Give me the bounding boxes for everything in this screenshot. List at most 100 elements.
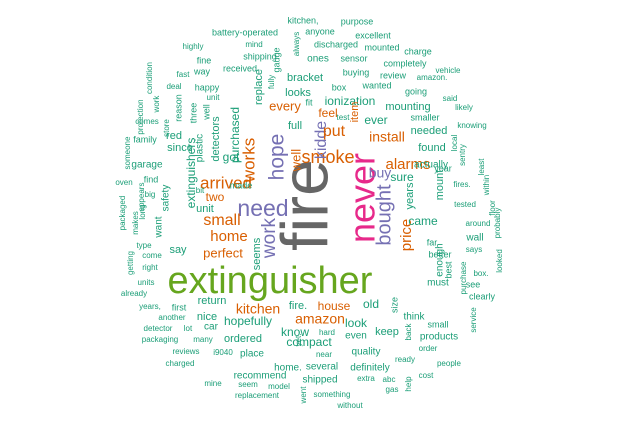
cloud-word: condition [145,62,154,94]
cloud-word: happy [195,82,220,92]
cloud-word: local [450,135,459,152]
cloud-word: detectors [210,116,222,162]
cloud-word: bit [196,186,205,195]
cloud-word: even [345,331,367,342]
cloud-word: work [259,217,280,259]
cloud-word: found [418,142,446,154]
cloud-word: mine [204,379,222,388]
cloud-word: fire. [289,300,307,312]
cloud-word: home [210,228,248,245]
cloud-word: floor [488,200,497,216]
cloud-word: service [469,307,478,333]
cloud-word: unit [196,203,214,215]
cloud-word: oven [115,178,132,187]
cloud-word: fires. [453,180,470,189]
cloud-word: protection [136,99,145,134]
cloud-word: every [269,98,301,113]
cloud-word: abc [383,375,396,384]
cloud-word: got [223,150,240,164]
cloud-word: discharged [314,39,358,49]
cloud-word: smaller [410,112,439,122]
cloud-word: ever [364,113,387,127]
cloud-word: sure [390,170,414,184]
cloud-word: perfect [203,245,243,260]
cloud-word: fit [305,97,313,107]
cloud-word: help [404,376,413,392]
cloud-word: said [443,94,458,103]
cloud-word: least [477,158,486,176]
cloud-word: know [281,325,309,339]
cloud-word: packaged [118,196,127,231]
cloud-word: comes [135,117,159,126]
cloud-word: recommend [234,371,287,382]
cloud-word: year [434,163,452,173]
cloud-word: likely [455,103,473,112]
cloud-word: sentry [458,144,467,166]
cloud-word: install [369,129,405,145]
cloud-word: replacement [235,391,280,400]
cloud-word: tested [454,200,476,209]
cloud-word: come [142,251,162,260]
cloud-word: amazon. [417,73,448,82]
cloud-word: amazon [295,311,345,327]
cloud-word: store [162,119,171,137]
cloud-word: yet. [294,334,303,347]
cloud-word: ones [307,54,329,65]
cloud-word: compact [286,335,332,349]
cloud-word: kidde [313,121,330,159]
cloud-word: back [404,323,413,341]
cloud-word: mount [434,170,446,201]
cloud-word: shipping [243,51,277,61]
cloud-word: size [389,297,399,313]
cloud-word: car [204,322,219,333]
cloud-word: excellent [355,30,391,40]
cloud-word: buy [369,165,392,181]
cloud-word: went [299,386,308,405]
cloud-word: reason [173,94,183,122]
cloud-word: work [152,95,161,114]
cloud-word: someone [123,136,132,169]
cloud-word: came [408,214,438,228]
cloud-word: review [380,70,407,80]
cloud-word: item [349,102,361,123]
cloud-word: hard [319,328,335,337]
cloud-word: made [230,180,253,190]
cloud-word: alarms [385,156,430,173]
cloud-word: ready [395,355,415,364]
cloud-word: better [428,249,451,259]
cloud-word: gauge [271,47,281,72]
cloud-word: units [138,278,155,287]
cloud-word: kitchen [236,301,280,317]
cloud-word: well [201,104,211,121]
cloud-word: place [240,349,264,360]
cloud-word: long [138,204,147,219]
cloud-word: way [193,66,211,76]
cloud-word: far [427,237,438,247]
cloud-word: smoke [301,147,354,167]
cloud-word: look [345,316,368,330]
cloud-word: safety [161,185,172,212]
cloud-word: people [437,359,462,368]
cloud-word: fully [267,75,276,89]
cloud-word: vehicle [436,66,461,75]
cloud-word: packaging [142,335,178,344]
cloud-word: plastic [195,134,206,162]
cloud-word: test [337,113,351,122]
cloud-word: deal [166,82,181,91]
cloud-word: need [237,195,288,221]
cloud-word: small [203,212,240,229]
cloud-word: completely [383,58,427,68]
cloud-word: ionization [325,94,376,108]
cloud-word: appears [137,183,146,212]
cloud-word: well [288,149,303,173]
cloud-word: years [404,182,416,209]
cloud-word: something [314,390,351,399]
cloud-word: purpose [341,16,374,26]
cloud-word: years, [139,302,161,311]
cloud-word: many [193,335,213,344]
cloud-word: say [169,244,187,256]
cloud-word: works [239,138,258,183]
cloud-word: bought [373,184,395,246]
cloud-word: already [121,289,147,298]
